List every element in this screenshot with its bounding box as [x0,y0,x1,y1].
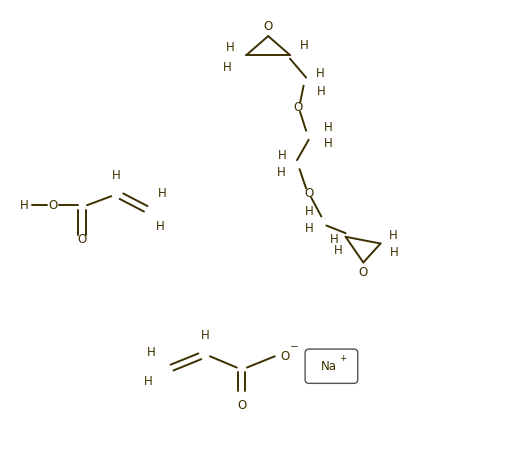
Text: H: H [157,187,166,199]
Text: O: O [48,199,58,212]
Text: H: H [276,166,285,179]
Text: O: O [304,187,313,199]
Text: O: O [263,20,272,32]
Text: H: H [329,234,338,246]
Text: H: H [277,149,286,162]
Text: H: H [388,229,397,242]
Text: H: H [305,222,314,235]
Text: O: O [77,234,86,246]
Text: H: H [315,67,324,79]
Text: H: H [200,330,209,342]
Text: H: H [20,199,29,212]
Text: H: H [323,121,332,133]
Text: H: H [143,375,152,387]
Text: H: H [225,41,234,54]
Text: H: H [112,170,121,182]
Text: Na: Na [320,360,336,373]
Text: H: H [333,244,342,257]
Text: H: H [389,246,398,259]
Text: H: H [155,220,164,233]
Text: H: H [299,39,309,51]
Text: H: H [146,346,155,359]
Text: −: − [289,342,298,352]
Text: H: H [223,61,232,74]
Text: O: O [280,350,289,363]
Text: +: + [339,354,346,363]
Text: O: O [358,266,367,279]
Text: H: H [305,206,314,218]
Text: O: O [292,101,301,114]
Text: H: H [323,137,332,150]
Text: O: O [237,400,246,412]
Text: H: H [316,85,325,97]
FancyBboxPatch shape [305,349,357,383]
